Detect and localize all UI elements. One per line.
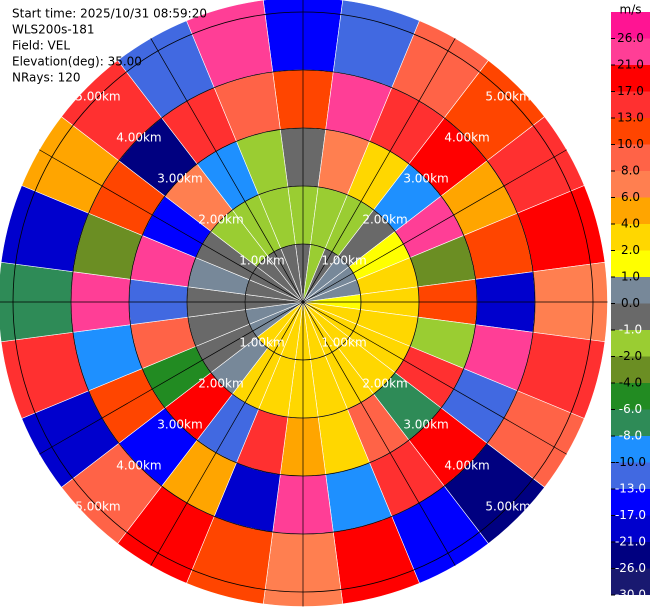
spoke bbox=[39, 149, 304, 303]
range-label: 2.00km bbox=[198, 212, 243, 226]
range-label: 1.00km bbox=[239, 253, 284, 267]
colorbar-label: -13.0 bbox=[615, 482, 646, 496]
colorbar-label: 6.0 bbox=[621, 190, 640, 204]
colorbar-label: -8.0 bbox=[619, 429, 642, 443]
spoke bbox=[39, 301, 304, 455]
range-label: 2.00km bbox=[198, 377, 243, 391]
colorbar-cell bbox=[611, 171, 650, 198]
colorbar-label: -6.0 bbox=[619, 402, 642, 416]
range-label: 4.00km bbox=[444, 130, 489, 144]
colorbar-cell bbox=[611, 489, 650, 516]
spoke bbox=[302, 38, 456, 303]
spoke bbox=[302, 301, 456, 566]
colorbar-label: -2.0 bbox=[619, 349, 642, 363]
colorbar-cell bbox=[611, 542, 650, 569]
colorbar-label: 26.0 bbox=[617, 31, 644, 45]
colorbar-label: 1.0 bbox=[621, 270, 640, 284]
range-label: 1.00km bbox=[321, 336, 366, 350]
range-label: 4.00km bbox=[116, 459, 161, 473]
header-line: Elevation(deg): 35.00 bbox=[12, 55, 142, 69]
colorbar-label: 13.0 bbox=[617, 111, 644, 125]
header-line: NRays: 120 bbox=[12, 71, 81, 85]
header-line: Start time: 2025/10/31 08:59:20 bbox=[12, 7, 207, 21]
colorbar-cell bbox=[611, 409, 650, 436]
colorbar-cell bbox=[611, 65, 650, 92]
colorbar-cell bbox=[611, 568, 650, 595]
colorbar-cell bbox=[611, 383, 650, 410]
range-label: 5.00km bbox=[75, 500, 120, 514]
colorbar-label: 17.0 bbox=[617, 84, 644, 98]
colorbar-cell bbox=[611, 250, 650, 277]
colorbar-cell bbox=[611, 303, 650, 330]
colorbar-cell bbox=[611, 118, 650, 145]
colorbar-cell bbox=[611, 197, 650, 224]
colorbar-label: 10.0 bbox=[617, 137, 644, 151]
colorbar: -30.0 -26.0 -21.0 -17.0 -13.0 -10.0 -8.0 -6.0 -4… bbox=[611, 3, 650, 602]
range-label: 1.00km bbox=[239, 336, 284, 350]
colorbar-cell bbox=[611, 356, 650, 383]
range-label: 5.00km bbox=[75, 89, 120, 103]
range-label: 3.00km bbox=[403, 418, 448, 432]
range-ring bbox=[244, 243, 362, 361]
colorbar-label: 8.0 bbox=[621, 164, 640, 178]
header: Start time: 2025/10/31 08:59:20 WLS200s-1… bbox=[12, 7, 207, 85]
colorbar-cell bbox=[611, 224, 650, 251]
colorbar-label: -21.0 bbox=[615, 535, 646, 549]
field bbox=[0, 0, 608, 607]
colorbar-label: -17.0 bbox=[615, 508, 646, 522]
labels: 1.00km 1.00km 1.00km 1.00km 2.00km 2.00km 2.00… bbox=[75, 89, 530, 513]
range-ring bbox=[128, 127, 478, 477]
range-label: 4.00km bbox=[116, 130, 161, 144]
colorbar-label: -26.0 bbox=[615, 561, 646, 575]
grid bbox=[0, 0, 608, 607]
colorbar-cell bbox=[611, 515, 650, 542]
spoke bbox=[150, 38, 304, 303]
range-ring bbox=[186, 185, 420, 419]
range-ring bbox=[70, 69, 536, 535]
colorbar-cell bbox=[611, 462, 650, 489]
range-ring bbox=[12, 11, 594, 593]
header-line: Field: VEL bbox=[12, 39, 70, 53]
range-label: 4.00km bbox=[444, 459, 489, 473]
header-line: WLS200s-181 bbox=[12, 23, 95, 37]
spoke bbox=[302, 149, 567, 303]
colorbar-label: 2.0 bbox=[621, 243, 640, 257]
spoke bbox=[302, 301, 567, 455]
colorbar-label: -10.0 bbox=[615, 455, 646, 469]
range-label: 3.00km bbox=[157, 418, 202, 432]
range-label: 3.00km bbox=[403, 171, 448, 185]
range-label: 5.00km bbox=[485, 89, 530, 103]
colorbar-label: 21.0 bbox=[617, 58, 644, 72]
colorbar-title: m/s bbox=[620, 3, 642, 17]
range-label: 5.00km bbox=[485, 500, 530, 514]
range-label: 2.00km bbox=[362, 212, 407, 226]
colorbar-label: 0.0 bbox=[621, 296, 640, 310]
spoke bbox=[150, 301, 304, 566]
colorbar-cell bbox=[611, 91, 650, 118]
range-label: 1.00km bbox=[321, 253, 366, 267]
colorbar-cell bbox=[611, 144, 650, 171]
range-label: 2.00km bbox=[362, 377, 407, 391]
colorbar-label: 4.0 bbox=[621, 217, 640, 231]
colorbar-label: -1.0 bbox=[619, 323, 642, 337]
colorbar-cell bbox=[611, 12, 650, 39]
colorbar-cell bbox=[611, 436, 650, 463]
colorbar-label: -4.0 bbox=[619, 376, 642, 390]
colorbar-cell bbox=[611, 330, 650, 357]
range-label: 3.00km bbox=[157, 171, 202, 185]
colorbar-label: -30.0 bbox=[615, 588, 646, 602]
colorbar-cell bbox=[611, 38, 650, 65]
colorbar-cell bbox=[611, 277, 650, 304]
